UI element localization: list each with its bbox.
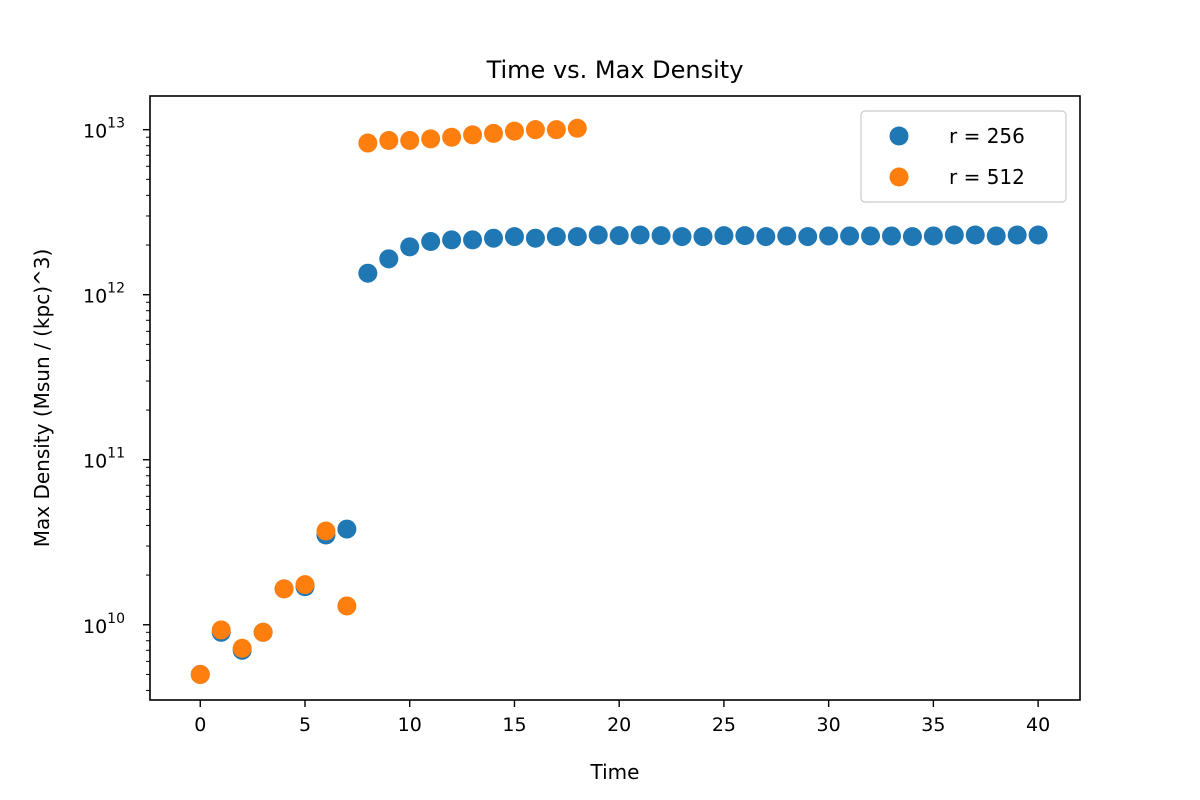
x-axis-label: Time	[590, 760, 640, 784]
data-point	[337, 519, 357, 539]
data-point	[400, 130, 420, 150]
legend-label-r512: r = 512	[949, 165, 1025, 189]
x-tick-label: 30	[817, 714, 841, 736]
data-point	[546, 120, 566, 140]
data-point	[504, 227, 524, 247]
data-point	[525, 120, 545, 140]
data-point	[965, 225, 985, 245]
data-point	[211, 620, 231, 640]
data-point	[400, 237, 420, 257]
data-point	[986, 226, 1006, 246]
data-point	[525, 228, 545, 248]
data-point	[923, 226, 943, 246]
x-tick-label: 20	[607, 714, 631, 736]
data-point	[421, 232, 441, 252]
data-point	[295, 575, 315, 595]
data-point	[672, 227, 692, 247]
data-point	[232, 638, 252, 658]
y-tick-label: 1013	[83, 116, 125, 143]
data-point	[442, 127, 462, 147]
data-point	[274, 579, 294, 599]
data-point	[651, 226, 671, 246]
data-point	[735, 226, 755, 246]
data-point	[546, 227, 566, 247]
series-1	[190, 118, 587, 684]
plot-area	[190, 118, 1048, 684]
data-point	[463, 230, 483, 250]
y-axis: 1010 1011 1012 1013	[83, 116, 150, 691]
data-point	[253, 622, 273, 642]
data-point	[358, 263, 378, 283]
plot-frame	[149, 95, 1081, 701]
data-point	[798, 227, 818, 247]
x-tick-label: 15	[502, 714, 526, 736]
legend-label-r256: r = 256	[949, 124, 1025, 148]
data-point	[358, 133, 378, 153]
x-tick-label: 0	[194, 714, 206, 736]
data-point	[1028, 225, 1048, 245]
legend-box	[860, 110, 1067, 203]
data-point	[484, 123, 504, 143]
x-axis: 0 5 10 15 20 25 30 35 40	[194, 700, 1050, 736]
data-point	[693, 227, 713, 247]
data-point	[714, 226, 734, 246]
x-tick-label: 35	[921, 714, 945, 736]
series-0	[190, 225, 1048, 684]
data-point	[1007, 225, 1027, 245]
x-tick-label: 10	[398, 714, 422, 736]
data-point	[840, 226, 860, 246]
x-tick-label: 25	[712, 714, 736, 736]
data-point	[379, 249, 399, 269]
y-tick-label: 1011	[83, 446, 125, 473]
data-point	[567, 118, 587, 138]
data-point	[630, 225, 650, 245]
data-point	[588, 225, 608, 245]
data-point	[379, 130, 399, 150]
x-tick-label: 40	[1026, 714, 1050, 736]
data-point	[421, 129, 441, 149]
data-point	[442, 230, 462, 250]
data-point	[316, 521, 336, 541]
data-point	[504, 121, 524, 141]
data-point	[567, 227, 587, 247]
legend: r = 256 r = 512	[860, 110, 1067, 203]
data-point	[756, 227, 776, 247]
data-point	[190, 664, 210, 684]
y-tick-label: 1010	[83, 611, 125, 638]
data-point	[484, 228, 504, 248]
legend-marker-r256	[889, 126, 909, 146]
data-point	[881, 226, 901, 246]
data-point	[902, 227, 922, 247]
x-tick-label: 5	[299, 714, 311, 736]
data-point	[777, 226, 797, 246]
y-axis-label: Max Density (Msun / (kpc)^3)	[30, 249, 54, 548]
y-tick-label: 1012	[83, 281, 125, 308]
data-point	[337, 596, 357, 616]
data-point	[463, 125, 483, 145]
data-point	[944, 225, 964, 245]
data-point	[819, 226, 839, 246]
data-point	[609, 226, 629, 246]
data-point	[861, 226, 881, 246]
legend-marker-r512	[889, 167, 909, 187]
chart-title: Time vs. Max Density	[486, 56, 744, 84]
